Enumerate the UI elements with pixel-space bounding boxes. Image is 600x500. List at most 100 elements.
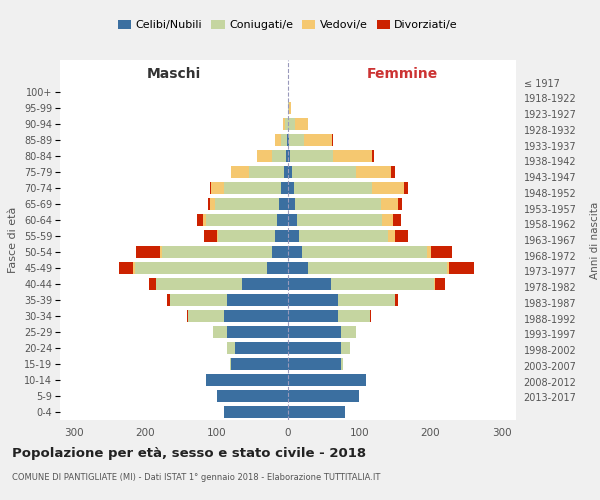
Bar [292,166,356,178]
Bar [290,150,333,162]
Bar [391,166,395,178]
Bar [372,182,404,194]
Bar [372,150,373,162]
Bar [356,166,391,178]
Bar [434,278,435,290]
Bar [288,262,308,274]
Bar [288,374,367,386]
Bar [341,358,343,370]
Bar [447,262,449,274]
Bar [272,150,286,162]
Bar [275,230,288,242]
Bar [388,230,395,242]
Y-axis label: Fasce di età: Fasce di età [8,207,19,273]
Bar [286,150,288,162]
Bar [231,166,249,178]
Bar [341,342,350,354]
Bar [332,134,333,146]
Bar [275,134,281,146]
Bar [398,198,402,210]
Bar [187,310,188,322]
Bar [288,134,289,146]
Bar [215,198,280,210]
Bar [217,390,288,402]
Bar [288,406,345,418]
Bar [285,118,288,130]
Text: Popolazione per età, sesso e stato civile - 2018: Popolazione per età, sesso e stato civil… [12,448,366,460]
Bar [449,262,474,274]
Bar [204,230,217,242]
Bar [308,262,447,274]
Bar [280,198,288,210]
Bar [281,134,287,146]
Bar [338,310,370,322]
Y-axis label: Anni di nascita: Anni di nascita [590,202,600,278]
Bar [209,182,211,194]
Bar [206,214,277,226]
Bar [341,326,356,338]
Bar [231,358,288,370]
Bar [133,262,135,274]
Bar [224,406,288,418]
Bar [296,214,382,226]
Bar [294,182,372,194]
Bar [213,326,227,338]
Bar [224,310,288,322]
Bar [288,294,338,306]
Bar [288,118,295,130]
Bar [427,246,431,258]
Bar [162,246,272,258]
Bar [281,182,288,194]
Bar [302,246,427,258]
Bar [249,166,284,178]
Bar [211,182,224,194]
Bar [197,214,203,226]
Text: Femmine: Femmine [367,67,437,81]
Bar [257,150,272,162]
Bar [395,230,408,242]
Bar [288,198,295,210]
Bar [288,278,331,290]
Bar [288,230,299,242]
Bar [170,294,227,306]
Bar [284,166,288,178]
Bar [299,230,388,242]
Bar [209,198,215,210]
Bar [217,230,218,242]
Bar [304,134,332,146]
Bar [119,262,133,274]
Bar [235,342,288,354]
Bar [135,262,266,274]
Bar [227,342,235,354]
Bar [227,294,288,306]
Bar [288,182,294,194]
Bar [242,278,288,290]
Bar [287,134,288,146]
Bar [208,198,209,210]
Bar [435,278,445,290]
Bar [266,262,288,274]
Bar [188,310,224,322]
Bar [218,230,275,242]
Bar [149,278,156,290]
Bar [136,246,160,258]
Bar [289,102,291,114]
Bar [370,310,371,322]
Bar [382,214,393,226]
Bar [333,150,372,162]
Bar [288,310,338,322]
Bar [230,358,231,370]
Bar [224,182,281,194]
Bar [289,134,304,146]
Bar [331,278,434,290]
Bar [283,118,285,130]
Bar [338,294,395,306]
Bar [395,294,398,306]
Bar [288,166,292,178]
Bar [203,214,206,226]
Bar [288,246,302,258]
Bar [160,246,162,258]
Bar [227,326,288,338]
Bar [288,342,341,354]
Bar [288,358,341,370]
